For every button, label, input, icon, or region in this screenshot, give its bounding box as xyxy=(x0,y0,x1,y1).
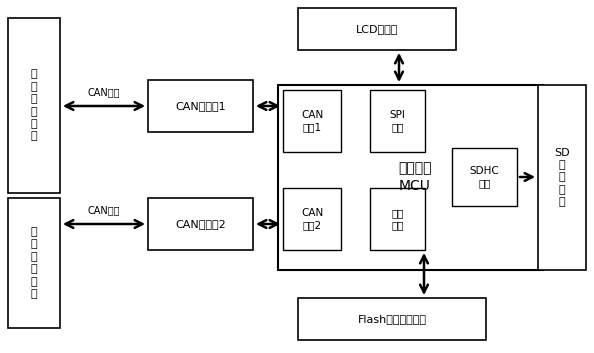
Text: CAN
模块1: CAN 模块1 xyxy=(301,110,323,132)
Text: CAN
模块2: CAN 模块2 xyxy=(301,208,323,230)
Text: 扩展
总线: 扩展 总线 xyxy=(391,208,404,230)
Text: CAN总线: CAN总线 xyxy=(88,205,120,215)
Bar xyxy=(370,90,425,152)
Bar xyxy=(8,198,60,328)
Bar xyxy=(8,18,60,193)
Text: SPI
模块: SPI 模块 xyxy=(390,110,406,132)
Bar xyxy=(452,148,517,206)
Text: LCD显示屏: LCD显示屏 xyxy=(356,24,398,34)
Text: SDHC
模块: SDHC 模块 xyxy=(470,166,500,188)
Bar xyxy=(283,90,341,152)
Text: 汽
车
诊
断
接
口: 汽 车 诊 断 接 口 xyxy=(31,227,37,299)
Text: 电
池
管
理
系
统: 电 池 管 理 系 统 xyxy=(31,70,37,142)
Bar xyxy=(298,8,456,50)
Bar xyxy=(283,188,341,250)
Text: 微控制器
MCU: 微控制器 MCU xyxy=(398,161,432,193)
Text: SD
驱
动
电
路: SD 驱 动 电 路 xyxy=(554,148,570,207)
Bar xyxy=(148,198,253,250)
Bar xyxy=(148,80,253,132)
Bar xyxy=(538,85,586,270)
Bar xyxy=(298,298,486,340)
Text: CAN收发器1: CAN收发器1 xyxy=(175,101,226,111)
Text: CAN收发器2: CAN收发器2 xyxy=(175,219,226,229)
Bar xyxy=(278,85,543,270)
Text: CAN总线: CAN总线 xyxy=(88,87,120,97)
Text: Flash数据存储单元: Flash数据存储单元 xyxy=(358,314,426,324)
Bar xyxy=(370,188,425,250)
